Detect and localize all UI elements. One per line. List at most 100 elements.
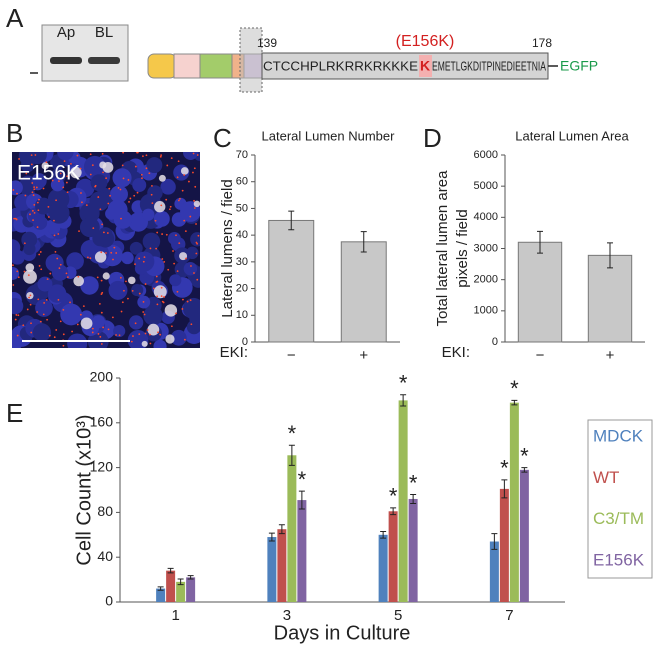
x-axis-label: Days in Culture [274, 622, 411, 644]
nucleus [153, 210, 170, 227]
puncta [193, 272, 195, 274]
puncta [146, 329, 149, 331]
puncta [33, 211, 36, 214]
bar [489, 541, 499, 602]
error-bar [157, 586, 164, 591]
x-tick-label: − [536, 347, 545, 364]
error-bar [607, 242, 613, 269]
puncta [108, 187, 111, 190]
panel-letter: C [213, 123, 232, 153]
puncta [143, 313, 146, 316]
puncta [16, 270, 19, 273]
bar [499, 488, 509, 602]
puncta [81, 201, 83, 204]
puncta [161, 258, 164, 260]
significance: * [510, 376, 519, 401]
bar [297, 500, 307, 602]
puncta [12, 264, 14, 267]
puncta [189, 299, 192, 302]
legend-entry: WT [593, 468, 619, 487]
puncta [183, 219, 186, 222]
error-bar [288, 210, 295, 231]
puncta [192, 171, 194, 174]
puncta [122, 152, 125, 154]
puncta [140, 173, 143, 176]
error-bar [298, 490, 305, 510]
y-tick-label: 4000 [474, 211, 498, 223]
puncta [190, 323, 193, 326]
bright-cell [141, 340, 148, 347]
error-bar [288, 444, 295, 466]
puncta [47, 216, 50, 218]
error-bar [278, 524, 285, 535]
puncta [134, 165, 137, 168]
puncta [165, 233, 168, 236]
puncta [99, 335, 102, 338]
error-bar [521, 467, 528, 473]
puncta [151, 184, 153, 187]
x-tick-label: 5 [394, 607, 402, 624]
puncta [36, 226, 39, 229]
puncta [133, 194, 136, 197]
chart-title: Lateral Lumen Area [515, 128, 629, 143]
bar [287, 455, 297, 602]
nucleus [57, 152, 74, 161]
puncta [100, 251, 103, 254]
puncta [31, 182, 34, 184]
nucleus [147, 185, 163, 201]
x-axis-label: EKI: [220, 344, 248, 361]
bright-cell [164, 304, 178, 317]
puncta [26, 308, 29, 311]
puncta [30, 154, 33, 157]
puncta [149, 342, 152, 345]
nucleus [142, 208, 155, 221]
y-tick-label: 0 [105, 593, 113, 609]
puncta [22, 324, 25, 327]
puncta [105, 177, 108, 180]
puncta [179, 197, 181, 200]
puncta [184, 230, 187, 232]
puncta [125, 280, 127, 283]
bar [517, 241, 563, 343]
nucleus [92, 315, 106, 329]
puncta [175, 234, 177, 237]
nucleus [12, 266, 20, 280]
puncta [123, 289, 125, 292]
puncta [186, 300, 189, 303]
tag-label: EGFP [560, 58, 598, 74]
mutated-residue: K [420, 58, 430, 74]
puncta [63, 160, 66, 163]
error-bar [187, 575, 194, 580]
puncta [181, 308, 184, 310]
nucleus [50, 177, 65, 192]
puncta [24, 194, 27, 197]
puncta [29, 213, 31, 216]
bar [268, 219, 315, 343]
puncta [59, 172, 62, 175]
puncta [195, 223, 197, 225]
puncta [106, 232, 109, 234]
puncta [66, 175, 68, 178]
puncta [193, 207, 196, 209]
nucleus [83, 155, 106, 178]
puncta [163, 296, 165, 298]
puncta [190, 265, 192, 267]
puncta [102, 171, 104, 174]
nucleus [112, 168, 132, 188]
bright-cell [147, 323, 160, 336]
puncta [150, 193, 153, 196]
nucleus [45, 253, 64, 272]
puncta [38, 253, 41, 256]
bright-cell [94, 251, 107, 263]
puncta [117, 187, 120, 189]
puncta [39, 251, 42, 253]
puncta [17, 276, 20, 279]
bright-cell [102, 272, 110, 280]
puncta [18, 158, 20, 160]
puncta [138, 333, 141, 336]
puncta [170, 157, 173, 160]
puncta [115, 252, 118, 254]
gel-image [41, 24, 129, 82]
puncta [155, 281, 158, 283]
puncta [91, 164, 94, 167]
